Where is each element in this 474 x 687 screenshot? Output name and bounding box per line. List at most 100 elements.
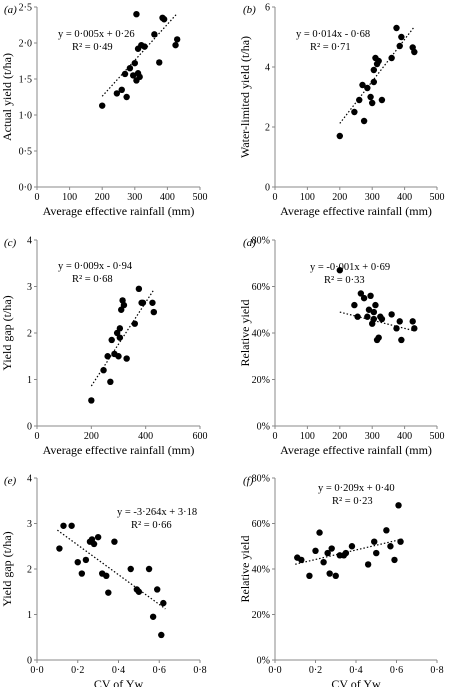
y-tick-label: 1·5 bbox=[19, 75, 32, 86]
data-point bbox=[391, 556, 398, 564]
trendline bbox=[339, 311, 415, 332]
data-point bbox=[388, 311, 395, 318]
data-point bbox=[306, 572, 313, 580]
x-tick-label: 0·2 bbox=[309, 665, 322, 676]
chart-panel-a: 0·0 0·5 1·0 1·5 2·0 2·5 0 100 200 300 400 500Averag… bbox=[0, 3, 208, 219]
trendline bbox=[339, 26, 415, 124]
y-tick-label: 40% bbox=[252, 329, 270, 340]
y-tick-label: 20% bbox=[252, 610, 270, 621]
trendline bbox=[101, 13, 178, 97]
data-point bbox=[396, 318, 403, 325]
y-tick-label: 2 bbox=[27, 565, 32, 576]
data-point bbox=[324, 549, 331, 557]
y-tick-label: 80% bbox=[252, 474, 270, 485]
data-point bbox=[78, 570, 86, 577]
data-point bbox=[136, 73, 143, 81]
data-point bbox=[373, 549, 380, 557]
x-tick-label: 200 bbox=[332, 192, 347, 203]
y-tick-label: 1·0 bbox=[19, 111, 32, 122]
data-point bbox=[141, 43, 148, 50]
data-point bbox=[356, 96, 363, 104]
data-point bbox=[68, 522, 75, 529]
x-tick-label: 300 bbox=[127, 192, 142, 203]
data-point bbox=[118, 306, 125, 313]
data-point bbox=[113, 90, 121, 97]
r-squared: R² = 0·33 bbox=[324, 275, 365, 286]
data-point bbox=[133, 11, 140, 18]
data-point bbox=[370, 66, 378, 74]
data-point bbox=[111, 538, 118, 545]
data-point bbox=[411, 325, 418, 332]
data-point bbox=[375, 57, 382, 65]
chart-panel-f: 0% 20% 40% 60% 80% 0·0 0·2 0·4 0·6 0·8 CV of Yw Rel… bbox=[238, 474, 444, 687]
data-point bbox=[393, 325, 400, 332]
y-tick-label: 60% bbox=[252, 519, 270, 530]
data-point bbox=[139, 299, 147, 306]
data-point bbox=[378, 96, 386, 104]
data-point bbox=[326, 570, 333, 577]
regression-equation: y = 0·009x - 0·94 bbox=[58, 261, 133, 272]
y-tick-label: 1 bbox=[27, 375, 32, 386]
data-point bbox=[105, 589, 112, 596]
y-axis-label: Relative yield bbox=[238, 300, 252, 367]
y-tick-label: 0% bbox=[257, 422, 270, 433]
data-point bbox=[316, 529, 323, 536]
x-tick-label: 0·8 bbox=[430, 665, 443, 676]
y-axis-label: Relative yield bbox=[238, 536, 252, 603]
chart-panel-e: 0 1 2 3 4 0·0 0·2 0·4 0·6 0·8 CV of Yw Yield gap (t… bbox=[0, 474, 207, 687]
data-point bbox=[328, 545, 335, 552]
x-axis-label: Average effective rainfall (mm) bbox=[280, 443, 432, 457]
x-axis-label: Average effective rainfall (mm) bbox=[280, 204, 432, 218]
x-tick-label: 0·8 bbox=[193, 665, 206, 676]
y-tick-label: 2·0 bbox=[19, 39, 32, 50]
x-tick-label: 0·6 bbox=[390, 665, 403, 676]
data-point bbox=[151, 31, 158, 38]
data-point bbox=[370, 308, 378, 316]
y-tick-label: 0 bbox=[27, 656, 32, 667]
regression-equation: y = 0·209x + 0·40 bbox=[318, 483, 395, 494]
data-point bbox=[411, 48, 418, 56]
data-point bbox=[129, 72, 137, 79]
data-point bbox=[367, 93, 374, 101]
panel-label: (b) bbox=[243, 4, 256, 16]
data-point bbox=[131, 320, 138, 327]
data-point bbox=[360, 294, 368, 302]
data-point bbox=[365, 306, 373, 313]
x-tick-label: 0·0 bbox=[30, 665, 43, 676]
y-tick-label: 80% bbox=[252, 236, 270, 247]
data-point bbox=[123, 355, 130, 362]
y-tick-label: 3 bbox=[27, 519, 32, 530]
trendline bbox=[57, 529, 166, 610]
r-squared: R² = 0·23 bbox=[332, 496, 373, 507]
data-point bbox=[99, 102, 106, 109]
x-tick-label: 100 bbox=[300, 192, 315, 203]
x-axis-label: CV of Yw bbox=[94, 677, 144, 687]
x-axis-label: Average effective rainfall (mm) bbox=[43, 443, 195, 457]
data-point bbox=[364, 313, 371, 320]
x-axis-label: Average effective rainfall (mm) bbox=[43, 204, 195, 218]
data-point bbox=[126, 65, 134, 72]
x-tick-label: 0 bbox=[273, 192, 278, 203]
y-tick-label: 2 bbox=[27, 329, 32, 340]
x-tick-label: 0·4 bbox=[112, 665, 125, 676]
x-tick-label: 300 bbox=[365, 431, 380, 442]
data-point bbox=[336, 132, 343, 140]
y-tick-label: 40% bbox=[252, 565, 270, 576]
data-point bbox=[156, 59, 163, 66]
panel-label: (c) bbox=[4, 237, 17, 249]
y-axis-label: Yield gap (t/ha) bbox=[0, 531, 14, 606]
panel-label: (a) bbox=[4, 4, 17, 16]
data-point bbox=[107, 378, 114, 386]
x-tick-label: 600 bbox=[193, 431, 208, 442]
y-tick-label: 0% bbox=[257, 656, 270, 667]
r-squared: R² = 0·49 bbox=[72, 42, 113, 53]
data-point bbox=[150, 308, 158, 316]
data-point bbox=[397, 538, 404, 545]
data-point bbox=[149, 299, 156, 306]
panel-label: (e) bbox=[4, 475, 17, 487]
y-tick-label: 6 bbox=[265, 3, 270, 14]
data-point bbox=[131, 59, 138, 67]
data-point bbox=[398, 33, 405, 41]
